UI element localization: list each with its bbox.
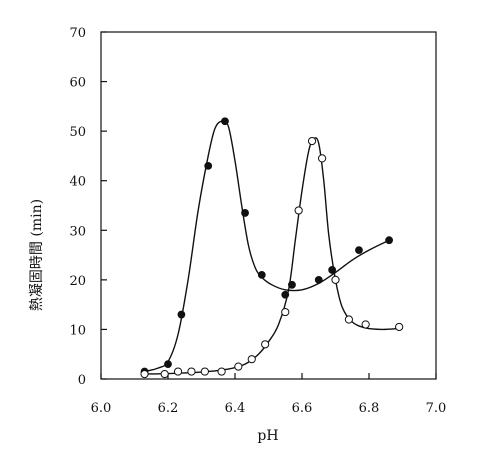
filled-data-point <box>241 209 249 217</box>
open-data-point <box>344 315 353 324</box>
open-data-point <box>395 322 404 332</box>
y-axis-title: 熱凝固時間 (min) <box>29 199 45 311</box>
filled-data-point <box>177 310 186 319</box>
open-data-point <box>281 307 290 317</box>
filled-data-point <box>257 271 266 279</box>
open-series-curve <box>144 137 400 375</box>
filled-data-point <box>164 360 172 369</box>
y-tick-label: 70 <box>69 26 86 41</box>
open-data-point <box>217 367 226 376</box>
x-tick-label: 6.2 <box>158 401 179 416</box>
plot-frame <box>100 31 437 380</box>
filled-data-point <box>385 236 394 245</box>
x-tick-label: 6.4 <box>225 401 246 416</box>
x-tick-label: 6.6 <box>292 401 313 416</box>
x-tick-label: 6.8 <box>359 401 380 416</box>
filled-data-point <box>355 246 363 255</box>
y-tick-label: 20 <box>69 274 86 289</box>
filled-data-point <box>204 161 213 170</box>
open-data-point <box>318 154 327 163</box>
y-tick-label: 40 <box>69 175 86 190</box>
filled-data-point <box>281 290 290 299</box>
x-tick-label: 6.0 <box>91 401 112 416</box>
filled-data-point <box>288 280 296 289</box>
open-data-point <box>361 320 370 329</box>
filled-series-curve <box>144 120 390 373</box>
x-tick-label: 7.0 <box>426 401 447 416</box>
filled-data-point <box>221 117 229 126</box>
y-tick-label: 10 <box>69 323 86 338</box>
y-tick-label: 50 <box>69 125 86 140</box>
filled-data-point <box>328 266 337 274</box>
open-data-point <box>261 340 270 349</box>
open-data-point <box>160 369 169 379</box>
data-points <box>140 117 404 379</box>
open-data-point <box>187 367 196 376</box>
y-tick-label: 60 <box>69 76 86 91</box>
open-data-point <box>247 355 256 364</box>
y-tick-label: 30 <box>69 224 86 239</box>
open-data-point <box>331 275 340 284</box>
filled-data-point <box>314 275 323 284</box>
open-data-point <box>140 369 149 379</box>
open-data-point <box>234 362 243 371</box>
open-data-point <box>294 206 303 215</box>
open-data-point <box>307 136 317 146</box>
axis-ticks: 6.0 6.2 6.4 6.6 6.8 7.0 0 10 20 30 40 50 60 70 <box>69 26 446 416</box>
open-data-point <box>173 367 183 376</box>
x-axis-title: pH <box>257 428 278 444</box>
y-tick-label: 0 <box>78 373 86 388</box>
open-data-point <box>200 367 209 376</box>
